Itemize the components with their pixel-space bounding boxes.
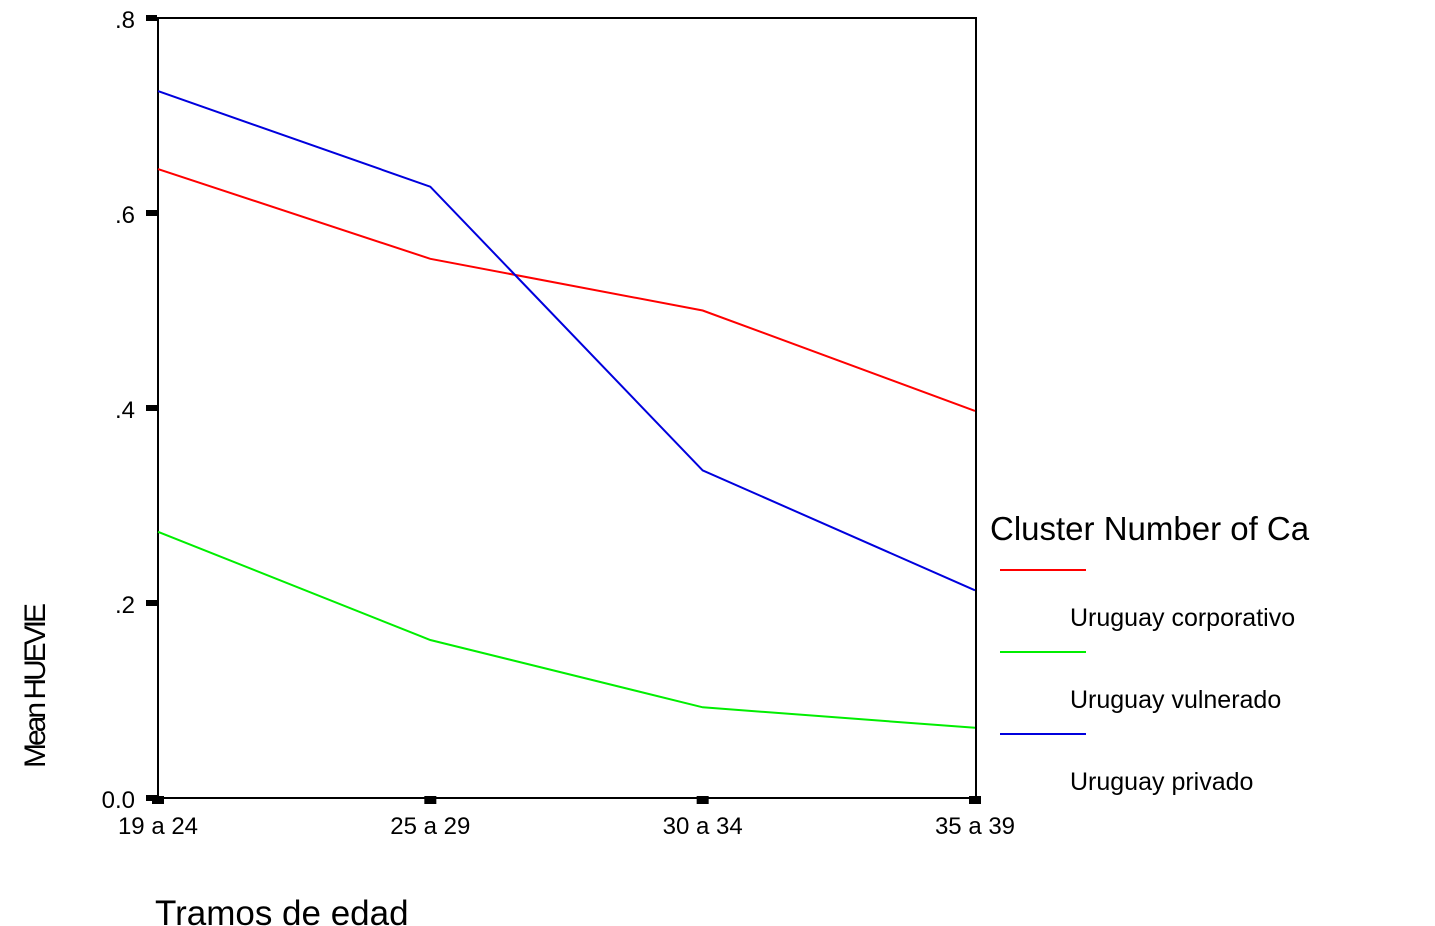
y-axis: 0.0 .2 .4 .6 .8 [102,7,157,814]
legend: Cluster Number of Ca Uruguay corporativo… [990,510,1310,796]
y-tick [146,795,157,801]
x-tick-label: 35 a 39 [935,813,1015,840]
series-line [157,530,976,729]
y-tick-label: .4 [115,397,135,424]
y-tick [146,405,157,411]
y-tick-label: .8 [115,7,135,34]
x-tick-label: 25 a 29 [390,813,470,840]
x-tick-label: 19 a 24 [118,813,198,840]
legend-label: Uruguay privado [1070,768,1253,796]
y-tick-label: 0.0 [102,787,135,814]
y-tick-label: .2 [115,592,135,619]
x-tick [424,796,437,804]
legend-label: Uruguay vulnerado [1070,686,1281,714]
x-axis-label: Tramos de edad [155,894,409,926]
y-tick [146,15,157,21]
series-layer [157,90,976,729]
y-tick-label: .6 [115,202,135,229]
x-tick [969,796,981,804]
x-tick [152,796,164,804]
series-line [157,90,976,592]
y-tick [146,600,157,606]
legend-title: Cluster Number of Ca [990,510,1310,547]
y-tick [146,210,157,216]
x-axis: 19 a 24 25 a 29 30 a 34 35 a 39 [118,796,1015,840]
series-line [157,168,976,412]
y-axis-label: Mean HUEVIE [19,604,52,768]
x-tick-label: 30 a 34 [663,813,743,840]
legend-label: Uruguay corporativo [1070,604,1295,632]
x-tick [696,796,709,804]
plot-frame [157,17,977,799]
